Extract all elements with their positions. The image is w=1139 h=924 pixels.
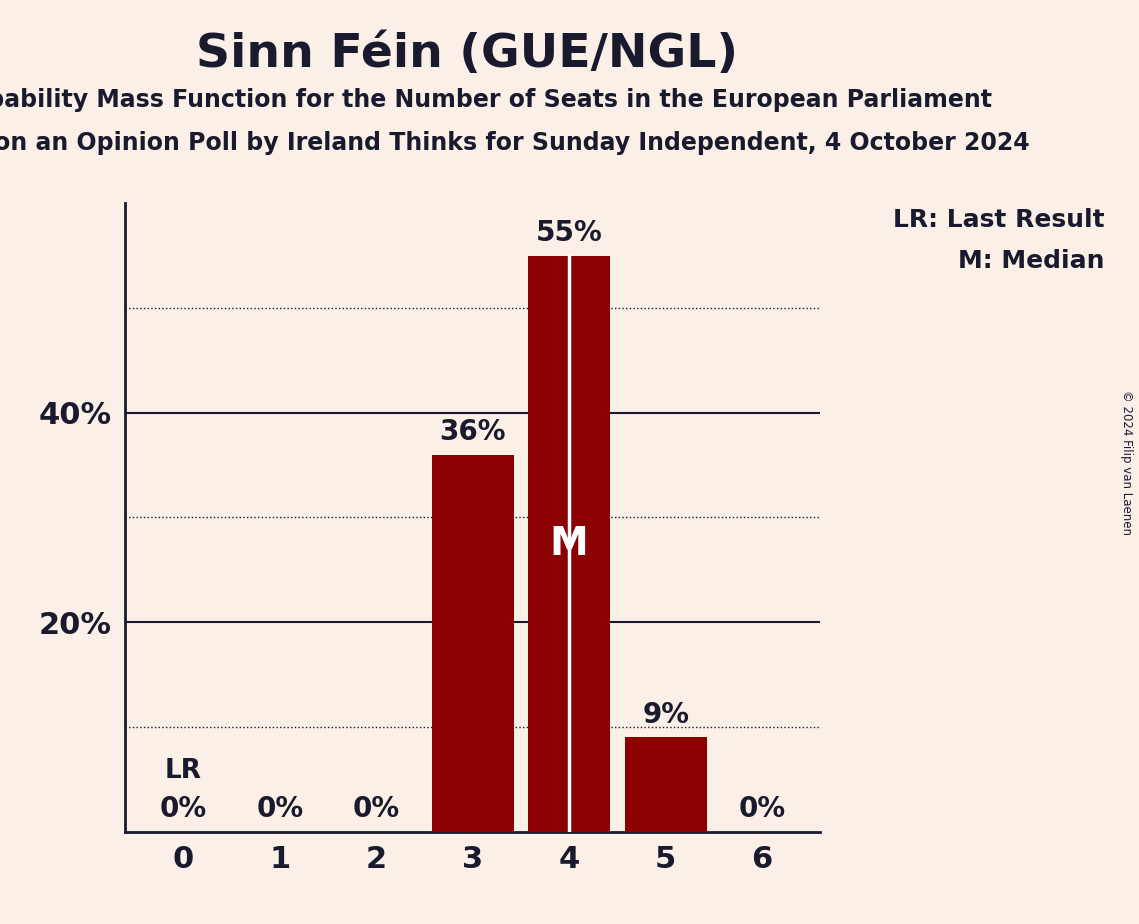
Text: Based on an Opinion Poll by Ireland Thinks for Sunday Independent, 4 October 202: Based on an Opinion Poll by Ireland Thin…: [0, 131, 1030, 155]
Text: 55%: 55%: [535, 219, 603, 248]
Text: LR: Last Result: LR: Last Result: [893, 208, 1105, 232]
Text: © 2024 Filip van Laenen: © 2024 Filip van Laenen: [1121, 390, 1133, 534]
Text: 0%: 0%: [256, 796, 303, 823]
Text: 0%: 0%: [353, 796, 400, 823]
Text: Probability Mass Function for the Number of Seats in the European Parliament: Probability Mass Function for the Number…: [0, 88, 992, 112]
Text: M: M: [550, 525, 589, 563]
Text: Sinn Féin (GUE/NGL): Sinn Féin (GUE/NGL): [196, 32, 738, 78]
Text: 0%: 0%: [159, 796, 207, 823]
Text: LR: LR: [165, 759, 202, 784]
Bar: [432, 455, 514, 832]
Text: 36%: 36%: [440, 419, 506, 446]
Text: M: Median: M: Median: [958, 249, 1105, 274]
Text: 9%: 9%: [642, 701, 689, 729]
Text: 0%: 0%: [738, 796, 786, 823]
Bar: [528, 256, 611, 832]
Bar: [624, 737, 706, 832]
